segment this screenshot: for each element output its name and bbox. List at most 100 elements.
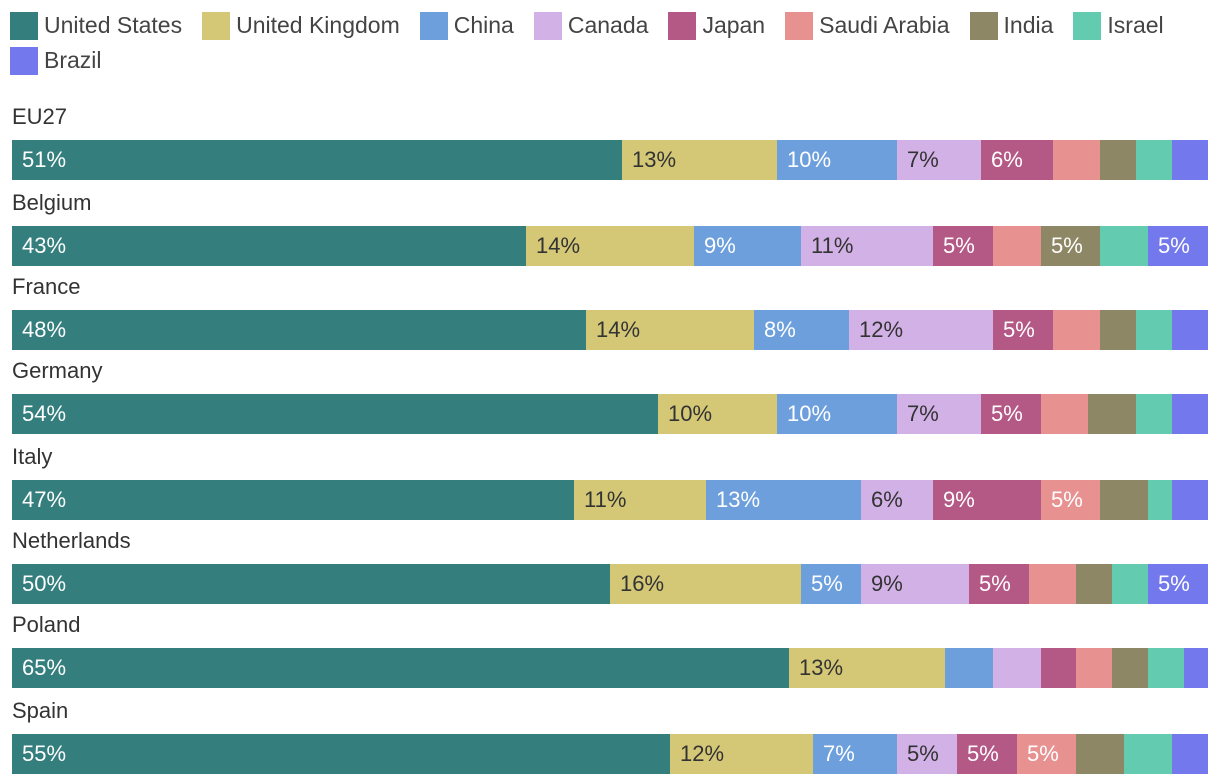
bar-segment-saudi-arabia[interactable]: [1029, 564, 1076, 604]
data-label: 5%: [811, 571, 843, 596]
data-label: 5%: [1051, 487, 1083, 512]
bar-segment-brazil[interactable]: [1172, 480, 1208, 520]
bar-segment-united-kingdom[interactable]: 13%: [622, 140, 777, 180]
bar-segment-united-states[interactable]: 54%: [12, 394, 658, 434]
bar-segment-india[interactable]: [1076, 734, 1124, 774]
bar-segment-china[interactable]: 7%: [813, 734, 897, 774]
bar-segment-canada[interactable]: 12%: [849, 310, 993, 350]
legend-label: India: [1003, 12, 1054, 38]
bar-segment-brazil[interactable]: [1172, 734, 1208, 774]
bar-segment-saudi-arabia[interactable]: [1053, 140, 1100, 180]
bar-segment-saudi-arabia[interactable]: [1053, 310, 1100, 350]
bar-segment-india[interactable]: [1112, 648, 1148, 688]
bar-segment-brazil[interactable]: 5%: [1148, 564, 1208, 604]
bar-segment-israel[interactable]: [1148, 648, 1184, 688]
bar-segment-brazil[interactable]: [1172, 310, 1208, 350]
bar-segment-united-kingdom[interactable]: 12%: [670, 734, 813, 774]
bar-segment-china[interactable]: 10%: [777, 140, 897, 180]
stacked-bar: 43% 14% 9% 11% 5% 5% 5%: [12, 226, 1208, 266]
bar-segment-canada[interactable]: 6%: [861, 480, 933, 520]
bar-segment-canada[interactable]: 5%: [897, 734, 957, 774]
bar-segment-saudi-arabia[interactable]: [1041, 394, 1088, 434]
bar-segment-japan[interactable]: 5%: [957, 734, 1017, 774]
data-label: 51%: [22, 147, 67, 172]
bar-segment-united-kingdom[interactable]: 13%: [789, 648, 945, 688]
bar-segment-india[interactable]: 5%: [1041, 226, 1100, 266]
bar-segment-israel[interactable]: [1112, 564, 1148, 604]
bar-segment-china[interactable]: 8%: [754, 310, 849, 350]
bar-segment-canada[interactable]: 7%: [897, 394, 981, 434]
bar-segment-israel[interactable]: [1136, 394, 1172, 434]
bar-segment-united-kingdom[interactable]: 14%: [586, 310, 754, 350]
bar-row-france: France 48% 14% 8% 12% 5%: [12, 274, 1208, 358]
category-label: Spain: [12, 698, 69, 723]
bar-segment-china[interactable]: 9%: [694, 226, 801, 266]
bar-segment-israel[interactable]: [1136, 310, 1172, 350]
bar-segment-china[interactable]: 10%: [777, 394, 897, 434]
bar-segment-india[interactable]: [1100, 310, 1136, 350]
bar-segment-united-states[interactable]: 48%: [12, 310, 586, 350]
bar-segment-united-kingdom[interactable]: 11%: [574, 480, 706, 520]
legend-item-saudi-arabia[interactable]: Saudi Arabia: [785, 10, 950, 41]
data-label: 5%: [991, 401, 1023, 426]
bar-segment-india[interactable]: [1076, 564, 1112, 604]
bar-segment-israel[interactable]: [1124, 734, 1172, 774]
legend-item-united-states[interactable]: United States: [10, 10, 182, 41]
legend-item-brazil[interactable]: Brazil: [10, 45, 102, 76]
bar-segment-canada[interactable]: [993, 648, 1041, 688]
data-label: 50%: [22, 571, 67, 596]
bar-segment-united-kingdom[interactable]: 14%: [526, 226, 694, 266]
bar-segment-japan[interactable]: 6%: [981, 140, 1053, 180]
bar-segment-india[interactable]: [1100, 140, 1136, 180]
bar-segment-united-states[interactable]: 47%: [12, 480, 574, 520]
bar-segment-japan[interactable]: [1041, 648, 1076, 688]
data-label: 7%: [907, 401, 939, 426]
bar-segment-canada[interactable]: 9%: [861, 564, 969, 604]
bar-segment-china[interactable]: 5%: [801, 564, 861, 604]
bar-segment-china[interactable]: [945, 648, 993, 688]
legend-item-united-kingdom[interactable]: United Kingdom: [202, 10, 400, 41]
bar-segment-china[interactable]: 13%: [706, 480, 861, 520]
legend-item-india[interactable]: India: [969, 10, 1054, 41]
data-label: 9%: [943, 487, 975, 512]
legend-item-israel[interactable]: Israel: [1073, 10, 1164, 41]
legend-item-canada[interactable]: Canada: [533, 10, 648, 41]
bar-segment-saudi-arabia[interactable]: 5%: [1017, 734, 1076, 774]
data-label: 7%: [823, 741, 855, 766]
legend-item-china[interactable]: China: [419, 10, 514, 41]
bar-segment-israel[interactable]: [1100, 226, 1148, 266]
bar-segment-india[interactable]: [1100, 480, 1148, 520]
bar-segment-japan[interactable]: 5%: [969, 564, 1029, 604]
legend: United States United Kingdom China Canada Ja…: [10, 10, 1210, 76]
bar-segment-united-kingdom[interactable]: 16%: [610, 564, 801, 604]
data-label: 9%: [704, 233, 736, 258]
bar-row-italy: Italy 47% 11% 13% 6% 9% 5%: [12, 444, 1208, 528]
bar-row-belgium: Belgium 43% 14% 9% 11% 5% 5% 5%: [12, 190, 1208, 274]
bar-segment-israel[interactable]: [1136, 140, 1172, 180]
bar-segment-brazil[interactable]: [1184, 648, 1208, 688]
bar-segment-brazil[interactable]: 5%: [1148, 226, 1208, 266]
stacked-bar: 48% 14% 8% 12% 5%: [12, 310, 1208, 350]
bar-segment-japan[interactable]: 5%: [993, 310, 1053, 350]
bar-segment-united-states[interactable]: 51%: [12, 140, 622, 180]
bar-segment-japan[interactable]: 5%: [981, 394, 1041, 434]
bar-segment-united-states[interactable]: 50%: [12, 564, 610, 604]
bar-segment-brazil[interactable]: [1172, 394, 1208, 434]
bar-segment-united-states[interactable]: 65%: [12, 648, 789, 688]
bar-segment-saudi-arabia[interactable]: 5%: [1041, 480, 1100, 520]
bar-segment-brazil[interactable]: [1172, 140, 1208, 180]
bar-segment-saudi-arabia[interactable]: [1076, 648, 1112, 688]
bar-segment-united-states[interactable]: 55%: [12, 734, 670, 774]
bar-segment-canada[interactable]: 11%: [801, 226, 933, 266]
bar-segment-saudi-arabia[interactable]: [993, 226, 1041, 266]
legend-label: Israel: [1107, 12, 1164, 38]
bar-segment-united-kingdom[interactable]: 10%: [658, 394, 777, 434]
bar-segment-india[interactable]: [1088, 394, 1136, 434]
bar-segment-united-states[interactable]: 43%: [12, 226, 526, 266]
data-label: 10%: [668, 401, 713, 426]
bar-segment-japan[interactable]: 9%: [933, 480, 1041, 520]
bar-segment-canada[interactable]: 7%: [897, 140, 981, 180]
bar-segment-israel[interactable]: [1148, 480, 1172, 520]
legend-item-japan[interactable]: Japan: [668, 10, 765, 41]
bar-segment-japan[interactable]: 5%: [933, 226, 993, 266]
